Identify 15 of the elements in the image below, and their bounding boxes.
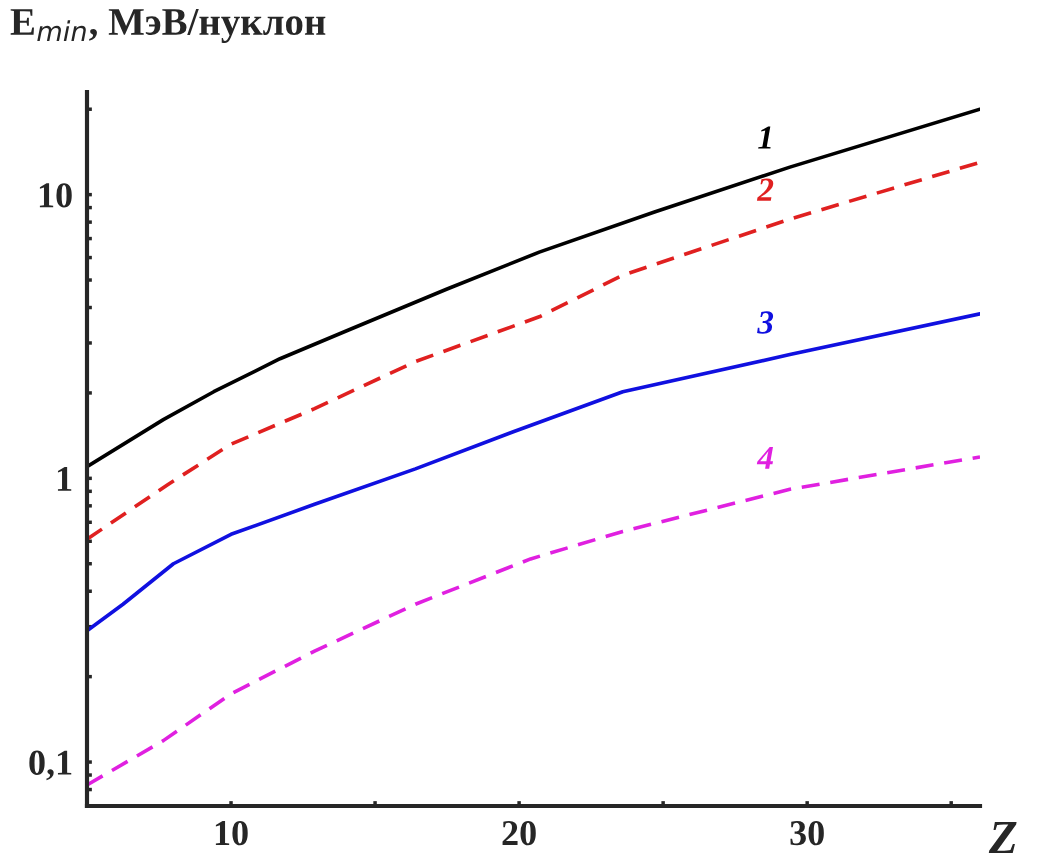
line-series	[87, 312, 980, 633]
series-label: 3	[757, 311, 774, 334]
line-series	[87, 107, 980, 469]
y-axis-title: E$_{min}$, МэВ/нуклон	[10, 9, 326, 44]
x-tick-label: 30	[790, 820, 824, 846]
y-tick-label: 10	[39, 183, 72, 208]
series-label: 1	[758, 126, 771, 149]
series-label: 4	[756, 446, 773, 469]
x-tick-label: 20	[502, 820, 536, 846]
y-tick-label: 1	[57, 467, 72, 491]
line-series	[87, 160, 980, 542]
series-label: 2	[756, 178, 774, 201]
y-tick-label: 0,1	[29, 750, 72, 781]
x-axis-title: Z	[988, 822, 1017, 854]
x-tick-label: 10	[215, 820, 248, 846]
